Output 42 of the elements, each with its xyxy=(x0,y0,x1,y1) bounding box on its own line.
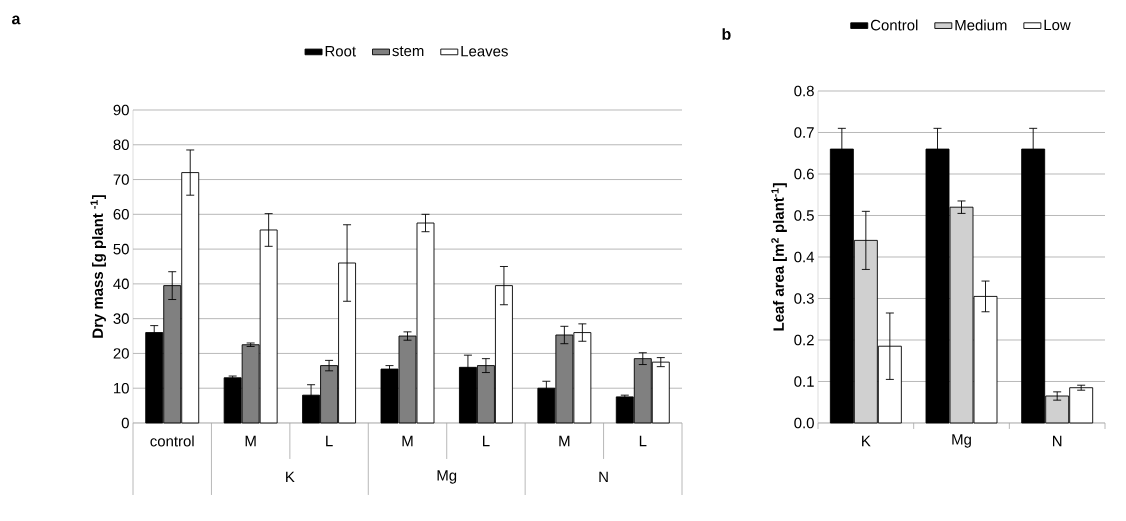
x-tick-label: control xyxy=(150,435,194,447)
y-tick-label: 0.6 xyxy=(794,168,814,180)
legend-label: Low xyxy=(1044,19,1071,31)
text: Dry mass [g plant $^{-1}$] xyxy=(90,195,107,338)
chart-title: b xyxy=(722,28,731,40)
y-tick-label: 0.0 xyxy=(794,417,814,429)
y-tick-label: 50 xyxy=(113,243,129,255)
x-tick-label: L xyxy=(326,435,333,447)
y-tick-label: 20 xyxy=(113,348,129,359)
x-tick-label: Mg xyxy=(952,434,971,448)
y-tick-label: 0.5 xyxy=(794,210,814,221)
y-tick-label: 0.8 xyxy=(794,85,814,97)
y-tick-label: 30 xyxy=(113,313,129,324)
y-tick-label: 90 xyxy=(113,104,129,116)
x-tick-label: L xyxy=(483,435,490,447)
y-tick-label: 0.2 xyxy=(794,334,814,346)
y-tick-label: 0 xyxy=(121,417,129,429)
legend-label: stem xyxy=(392,46,424,57)
y-tick-label: 40 xyxy=(113,278,129,290)
y-tick-label: 0.4 xyxy=(794,251,815,263)
text: N xyxy=(599,471,608,483)
y-tick-label: 10 xyxy=(114,382,129,394)
chart-title: a xyxy=(12,15,21,25)
x-tick-label: N xyxy=(1053,435,1062,447)
legend-label: Control xyxy=(870,19,918,31)
x-tick-label: L xyxy=(639,435,647,447)
legend-label: Leaves xyxy=(461,46,508,57)
text: Leaf area [m$^{2}$ plant$^{-1}$] xyxy=(771,183,787,331)
x-tick-label: K xyxy=(862,435,871,447)
x-tick-label: M xyxy=(402,435,413,447)
legend-label: Root xyxy=(325,46,356,57)
y-tick-label: 60 xyxy=(113,209,129,220)
text: Mg xyxy=(437,470,457,484)
y-tick-label: 70 xyxy=(113,174,129,185)
y-tick-label: 0.3 xyxy=(794,293,814,304)
y-tick-label: 80 xyxy=(113,139,129,151)
y-tick-label: 0.7 xyxy=(794,127,814,138)
text: K xyxy=(286,471,295,483)
x-tick-label: M xyxy=(559,435,570,447)
x-tick-label: M xyxy=(245,435,256,447)
y-tick-label: 0.1 xyxy=(794,376,814,387)
legend-label: Medium xyxy=(955,19,1007,31)
